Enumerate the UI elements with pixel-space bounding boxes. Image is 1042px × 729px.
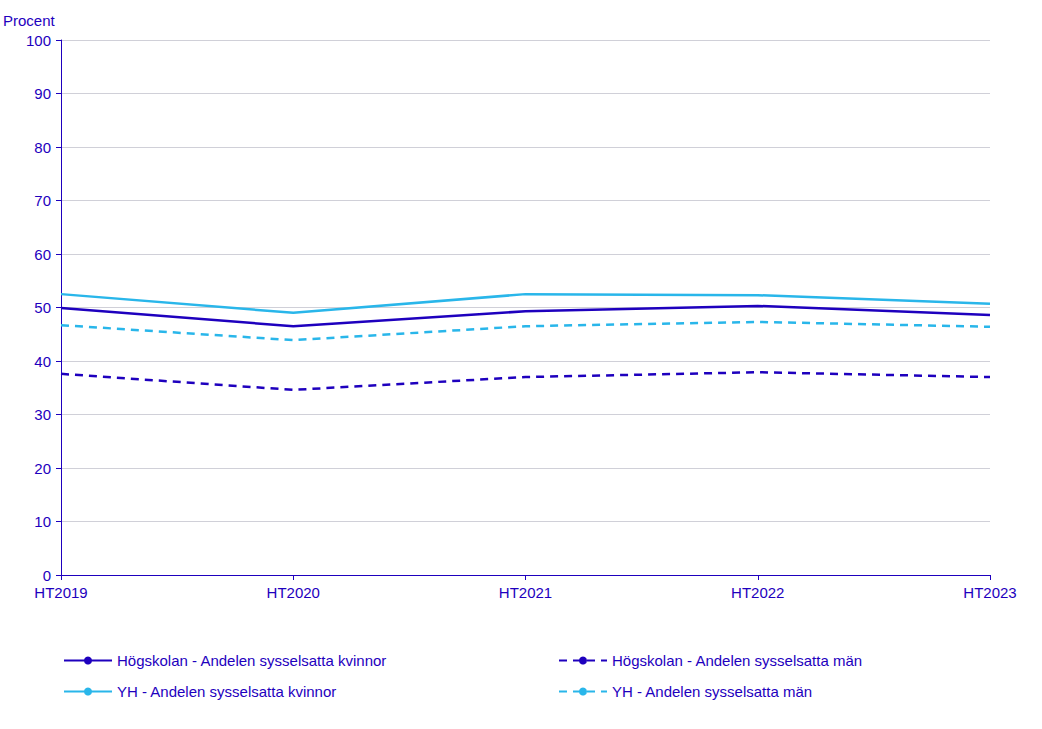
svg-text:40: 40: [34, 353, 51, 370]
svg-text:YH - Andelen sysselsatta män: YH - Andelen sysselsatta män: [612, 683, 812, 700]
svg-text:70: 70: [34, 192, 51, 209]
svg-text:HT2019: HT2019: [34, 584, 87, 601]
svg-text:Procent: Procent: [3, 12, 56, 29]
svg-text:YH - Andelen sysselsatta kvinn: YH - Andelen sysselsatta kvinnor: [117, 683, 336, 700]
svg-text:50: 50: [34, 299, 51, 316]
svg-text:Högskolan - Andelen sysselsatt: Högskolan - Andelen sysselsatta kvinnor: [117, 652, 386, 669]
svg-text:90: 90: [34, 85, 51, 102]
svg-text:10: 10: [34, 513, 51, 530]
svg-text:100: 100: [26, 32, 51, 49]
svg-text:HT2023: HT2023: [963, 584, 1016, 601]
svg-text:0: 0: [43, 567, 51, 584]
svg-text:80: 80: [34, 139, 51, 156]
svg-text:60: 60: [34, 246, 51, 263]
svg-text:HT2021: HT2021: [499, 584, 552, 601]
svg-text:Högskolan - Andelen sysselsatt: Högskolan - Andelen sysselsatta män: [612, 652, 862, 669]
svg-text:30: 30: [34, 406, 51, 423]
svg-text:20: 20: [34, 460, 51, 477]
svg-text:HT2020: HT2020: [267, 584, 320, 601]
svg-text:HT2022: HT2022: [731, 584, 784, 601]
